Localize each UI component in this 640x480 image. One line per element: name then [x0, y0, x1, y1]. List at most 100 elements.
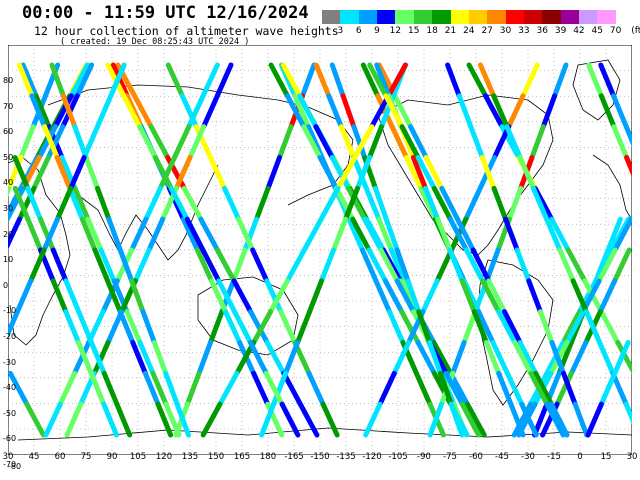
- track-segment: [76, 340, 94, 376]
- track-segment: [117, 247, 135, 284]
- track-segment: [480, 278, 502, 315]
- page-title: 00:00 - 11:59 UTC 12/16/2024: [22, 3, 309, 23]
- track-segment: [248, 309, 270, 345]
- track-segment: [512, 340, 534, 376]
- track-segment: [479, 155, 497, 191]
- track-segment: [506, 185, 524, 222]
- track-segment: [415, 340, 437, 376]
- track-segment: [366, 247, 388, 284]
- legend-label: 12: [389, 26, 402, 36]
- track-segment: [623, 401, 632, 425]
- track-segment: [231, 278, 254, 315]
- longitude-label: -75: [443, 452, 457, 462]
- track-segment: [217, 370, 240, 407]
- track-segment: [491, 93, 510, 130]
- track-segment: [214, 247, 237, 284]
- track-segment: [504, 370, 525, 407]
- track-segment: [528, 370, 550, 407]
- legend-label: 21: [444, 26, 457, 36]
- track-segment: [532, 401, 550, 438]
- legend-swatch: [597, 10, 616, 24]
- track-segment: [64, 401, 84, 438]
- track-segment: [264, 278, 284, 315]
- track-segment: [420, 278, 440, 315]
- track-segment: [187, 124, 207, 160]
- track-segment: [81, 124, 100, 160]
- track-segment: [251, 309, 274, 345]
- track-segment: [611, 124, 630, 160]
- track-segment: [544, 340, 566, 376]
- track-segment: [8, 185, 26, 222]
- track-segment: [329, 155, 351, 191]
- track-segment: [612, 216, 632, 253]
- longitude-label: -150: [310, 452, 330, 462]
- track-segment: [490, 340, 510, 376]
- track-segment: [544, 401, 566, 438]
- track-segment: [382, 278, 405, 315]
- longitude-label: 165: [233, 452, 251, 462]
- track-segment: [408, 124, 429, 160]
- longitude-label: 120: [155, 452, 173, 462]
- track-segment: [445, 62, 462, 99]
- track-segment: [476, 309, 496, 345]
- track-segment: [174, 401, 192, 438]
- longitude-label: -15: [547, 452, 561, 462]
- track-segment: [200, 247, 222, 284]
- track-segment: [92, 247, 111, 284]
- track-segment: [292, 93, 311, 130]
- track-segment: [405, 278, 422, 315]
- legend-label: 30: [499, 26, 512, 36]
- track-segment: [60, 93, 78, 130]
- track-segment: [214, 62, 234, 99]
- track-segment: [207, 155, 228, 191]
- track-segment: [259, 401, 277, 438]
- legend-label: 3: [337, 26, 344, 36]
- track-segment: [186, 93, 206, 130]
- track-segment: [484, 340, 502, 376]
- track-segment: [463, 247, 486, 284]
- track-segment: [54, 185, 74, 222]
- legend-label: 45: [591, 26, 604, 36]
- track-segment: [526, 278, 543, 315]
- track-segment: [340, 93, 357, 130]
- track-segment: [434, 247, 455, 284]
- track-segment: [611, 93, 629, 130]
- subtitle: 12 hour collection of altimeter wave hei…: [34, 24, 339, 38]
- track-segment: [12, 155, 31, 191]
- track-segment: [216, 278, 238, 315]
- track-segment: [114, 401, 133, 438]
- track-segment: [18, 124, 36, 160]
- track-segment: [91, 340, 111, 376]
- track-segment: [483, 93, 505, 130]
- latitude-label: 30: [3, 204, 14, 213]
- longitude-label: 30: [2, 452, 14, 462]
- track-segment: [63, 309, 82, 345]
- track-segment: [33, 93, 52, 130]
- longitude-label: -120: [362, 452, 382, 462]
- track-segment: [431, 340, 454, 376]
- track-segment: [101, 401, 119, 438]
- track-segment: [397, 278, 420, 315]
- track-segment: [284, 247, 307, 284]
- track-segment: [281, 370, 303, 407]
- track-segment: [76, 309, 94, 345]
- track-segment: [207, 309, 225, 345]
- track-segment: [466, 62, 489, 99]
- longitude-label: 150: [207, 452, 225, 462]
- track-segment: [42, 124, 60, 160]
- legend-label: 39: [554, 26, 567, 36]
- legend-swatch: [413, 10, 433, 24]
- track-segment: [373, 278, 392, 315]
- track-segment: [530, 185, 550, 222]
- track-segment: [72, 185, 91, 222]
- track-segment: [277, 124, 294, 160]
- track-segment: [461, 309, 478, 345]
- track-segment: [413, 370, 433, 407]
- track-segment: [373, 185, 389, 222]
- track-segment: [20, 62, 39, 99]
- track-segment: [383, 216, 400, 253]
- track-segment: [79, 216, 98, 253]
- track-segment: [198, 216, 220, 253]
- track-segment: [88, 340, 107, 376]
